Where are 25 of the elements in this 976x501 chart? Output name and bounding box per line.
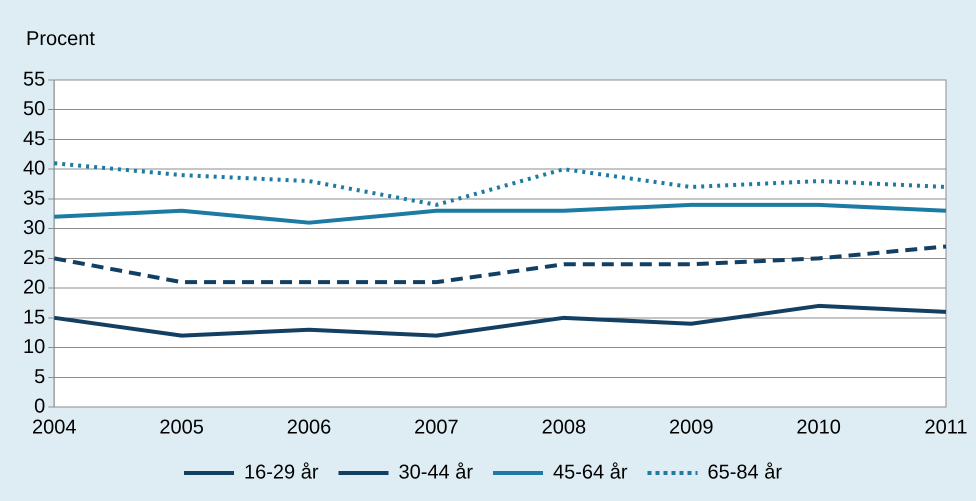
x-tick-label: 2006 — [286, 416, 332, 439]
legend-label: 45-64 år — [553, 462, 628, 484]
y-tick-label: 5 — [34, 366, 46, 388]
x-tick-label: 2004 — [32, 416, 76, 439]
y-tick-label: 30 — [22, 217, 46, 240]
x-tick-label: 2005 — [159, 416, 204, 439]
y-tick-label: 0 — [34, 396, 46, 418]
x-tick-label: 2011 — [924, 416, 968, 439]
y-tick-label: 35 — [22, 187, 46, 210]
x-tick-label: 2009 — [668, 416, 714, 439]
y-tick-label: 55 — [22, 68, 46, 91]
y-tick-label: 25 — [22, 246, 46, 269]
x-tick-label: 2007 — [414, 416, 459, 439]
legend-label: 30-44 år — [398, 462, 474, 484]
legend-label: 16-29 år — [244, 462, 319, 484]
y-axis-title: Procent — [26, 28, 95, 51]
y-tick-label: 20 — [22, 276, 46, 299]
y-tick-label: 50 — [22, 98, 46, 120]
y-tick-label: 45 — [22, 128, 46, 150]
y-tick-label: 10 — [22, 336, 46, 358]
y-tick-label: 15 — [22, 306, 46, 328]
x-tick-label: 2008 — [542, 416, 586, 439]
y-tick-label: 40 — [22, 158, 46, 180]
x-tick-label: 2010 — [796, 416, 841, 439]
legend-label: 65-84 år — [707, 462, 782, 484]
